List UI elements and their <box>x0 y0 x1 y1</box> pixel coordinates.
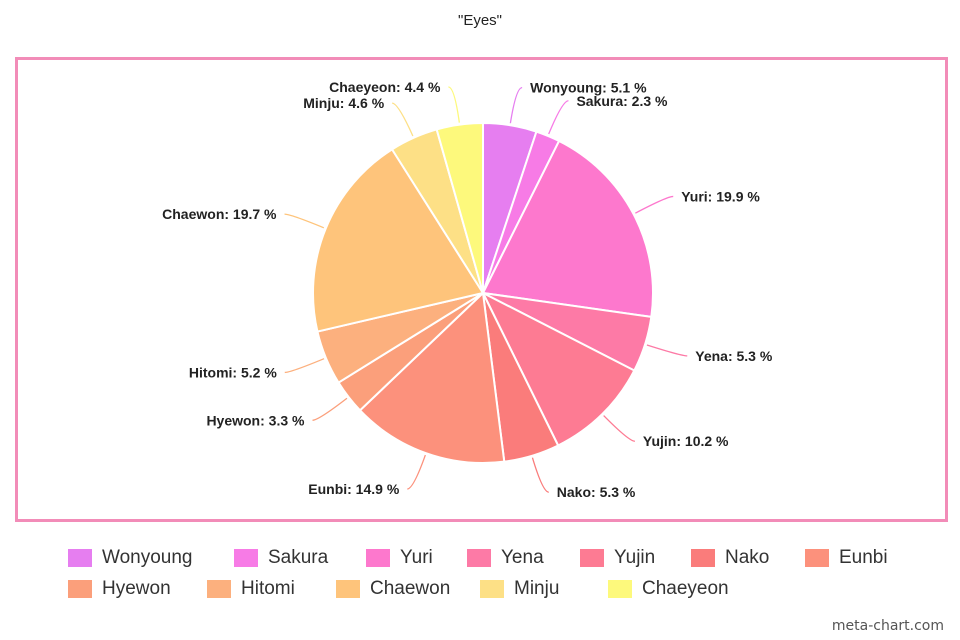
pie-slice-eunbi[interactable] <box>358 290 506 464</box>
legend-label: Yena <box>501 547 544 568</box>
watermark: meta-chart.com <box>831 618 944 634</box>
legend-label: Hyewon <box>102 578 171 599</box>
leader-line-yuri <box>635 195 674 214</box>
data-label-yujin: Yujin: 10.2 % <box>643 433 729 449</box>
data-label-hitomi: Hitomi: 5.2 % <box>189 364 277 380</box>
legend-item-nako[interactable]: Nako <box>691 546 769 570</box>
legend-swatch <box>691 549 715 567</box>
legend-swatch <box>580 549 604 567</box>
leader-line-chaewon <box>284 213 325 229</box>
leader-line-yena <box>646 344 688 357</box>
legend-label: Chaeyeon <box>642 578 729 599</box>
legend-swatch <box>467 549 491 567</box>
leader-line-hyewon <box>312 397 348 421</box>
legend-label: Nako <box>725 547 770 568</box>
chart-title: "Eyes" <box>458 12 502 29</box>
leader-line-yujin <box>603 415 636 442</box>
data-label-nako: Nako: 5.3 % <box>557 484 636 500</box>
pie-slice-chaewon[interactable] <box>312 147 485 333</box>
pie-slice-yuri[interactable] <box>481 139 654 319</box>
legend-swatch <box>366 549 390 567</box>
legend-label: Minju <box>514 578 560 599</box>
legend-swatch <box>608 580 632 598</box>
data-label-yena: Yena: 5.3 % <box>695 348 773 364</box>
legend-item-yuri[interactable]: Yuri <box>366 546 433 570</box>
data-label-yuri: Yuri: 19.9 % <box>681 188 760 204</box>
pie-slice-chaeyeon[interactable] <box>435 121 484 294</box>
legend-item-chaewon[interactable]: Chaewon <box>336 577 450 601</box>
legend-label: Chaewon <box>370 578 451 599</box>
legend-swatch <box>68 549 92 567</box>
leader-line-nako <box>531 457 549 493</box>
data-label-minju: Minju: 4.6 % <box>303 95 384 111</box>
leader-line-sakura <box>548 100 569 135</box>
data-label-hyewon: Hyewon: 3.3 % <box>206 412 305 428</box>
legend-swatch <box>68 580 92 598</box>
legend-label: Eunbi <box>839 547 888 568</box>
legend-label: Wonyoung <box>102 547 193 568</box>
legend-item-eunbi[interactable]: Eunbi <box>805 546 888 570</box>
data-label-wonyoung: Wonyoung: 5.1 % <box>530 80 647 96</box>
legend-swatch <box>207 580 231 598</box>
legend-label: Hitomi <box>241 578 295 599</box>
legend-item-wonyoung[interactable]: Wonyoung <box>68 546 193 570</box>
data-label-chaeyeon: Chaeyeon: 4.4 % <box>329 79 441 95</box>
pie-chart: Wonyoung: 5.1 %Sakura: 2.3 % Yuri: 19.9 %… <box>162 79 773 500</box>
legend-item-yujin[interactable]: Yujin <box>580 546 655 570</box>
legend-item-sakura[interactable]: Sakura <box>234 546 328 570</box>
legend-item-hyewon[interactable]: Hyewon <box>68 577 171 601</box>
legend-label: Sakura <box>268 547 329 568</box>
data-label-eunbi: Eunbi: 14.9 % <box>308 481 400 497</box>
legend-label: Yujin <box>614 547 656 568</box>
leader-line-hitomi <box>284 358 325 374</box>
plot-area: Wonyoung: 5.1 % Sakura: 2.3 % Yuri: 19.9 %… <box>15 57 948 522</box>
legend-item-minju[interactable]: Minju <box>480 577 559 601</box>
legend-item-yena[interactable]: Yena <box>467 546 544 570</box>
legend-item-hitomi[interactable]: Hitomi <box>207 577 295 601</box>
leader-line-wonyoung <box>509 87 523 124</box>
leader-line-chaeyeon <box>448 86 460 123</box>
legend-swatch <box>805 549 829 567</box>
data-label-sakura: Sakura: 2.3 % <box>576 93 668 109</box>
legend-swatch <box>480 580 504 598</box>
legend-label: Yuri <box>400 547 433 568</box>
legend-swatch <box>336 580 360 598</box>
data-label-chaewon: Chaewon: 19.7 % <box>162 206 277 222</box>
leader-line-minju <box>391 102 414 137</box>
leader-line-eunbi <box>407 454 426 490</box>
legend-item-chaeyeon[interactable]: Chaeyeon <box>608 577 729 601</box>
legend-swatch <box>234 549 258 567</box>
pie-slice-yujin[interactable] <box>480 290 636 447</box>
